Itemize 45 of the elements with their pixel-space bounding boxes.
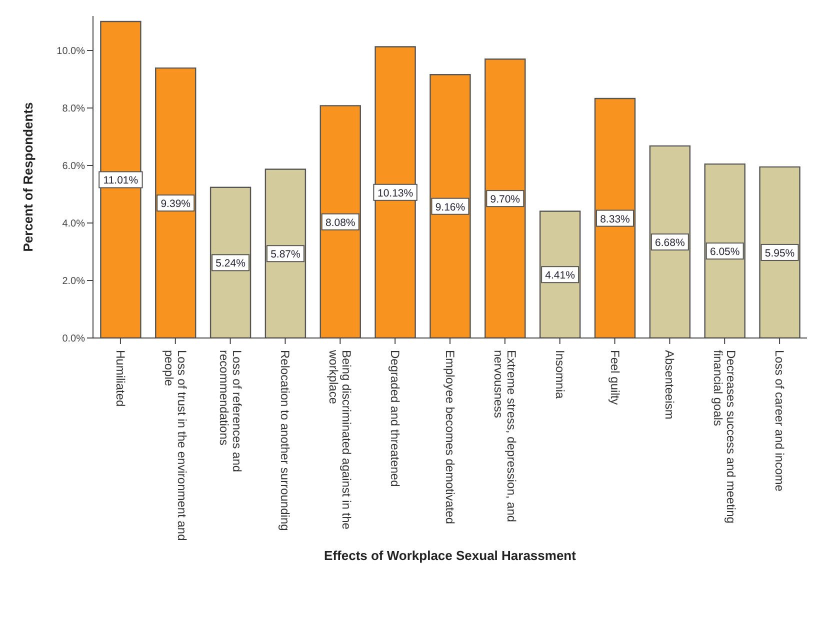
x-axis-title: Effects of Workplace Sexual Harassment <box>324 548 577 563</box>
y-tick-label: 4.0% <box>62 218 86 230</box>
bar <box>649 145 691 338</box>
x-tick-label: Relocation to another surrounding <box>278 350 292 531</box>
y-axis-title: Percent of Respondents <box>20 102 36 252</box>
data-label: 8.08% <box>325 216 356 229</box>
bar <box>374 46 416 338</box>
bar <box>264 168 306 338</box>
x-tick-label: Feel guilty <box>608 350 622 405</box>
x-tick-label: Extreme stress, depression, and nervousness <box>491 350 518 522</box>
data-label: 5.87% <box>270 248 300 261</box>
data-label: 10.13% <box>377 187 414 200</box>
x-tick-label: Loss of trust in the environment and people <box>162 350 189 541</box>
x-tick-label: Insomnia <box>552 350 567 400</box>
bar <box>704 163 746 338</box>
bar <box>759 166 800 338</box>
bar <box>594 98 636 338</box>
x-tick-label: Decreases success and meeting financial goals <box>711 350 738 524</box>
x-tick-label: Being discriminated against in the workplace <box>326 349 354 530</box>
data-label: 5.95% <box>764 247 795 260</box>
data-label: 9.39% <box>160 198 191 210</box>
bar <box>210 186 252 338</box>
bar <box>320 105 361 338</box>
data-label: 4.41% <box>545 270 575 282</box>
data-label: 8.33% <box>600 213 630 226</box>
x-tick-label: Employee becomes demotivated <box>443 350 457 524</box>
bar <box>430 74 471 338</box>
y-tick-label: 0.0% <box>62 334 86 345</box>
bar <box>100 20 142 338</box>
y-tick-label: 6.0% <box>62 161 86 172</box>
data-label: 6.68% <box>655 236 685 249</box>
y-tick-label: 10.0% <box>56 46 86 58</box>
data-label: 5.24% <box>216 258 246 270</box>
data-label: 11.01% <box>103 174 138 187</box>
y-tick-label: 8.0% <box>62 104 86 115</box>
data-label: 6.05% <box>710 246 740 258</box>
bar <box>155 67 196 338</box>
x-tick-label: Degraded and threatened <box>388 350 402 487</box>
data-label: 9.16% <box>435 201 466 214</box>
bar <box>484 58 526 338</box>
x-tick-label: Loss of career and income <box>772 350 787 492</box>
x-tick-label: Humiliated <box>113 350 128 407</box>
x-tick-label: Absenteeism <box>662 350 677 420</box>
data-label: 9.70% <box>490 194 520 206</box>
y-tick-label: 2.0% <box>62 276 86 288</box>
